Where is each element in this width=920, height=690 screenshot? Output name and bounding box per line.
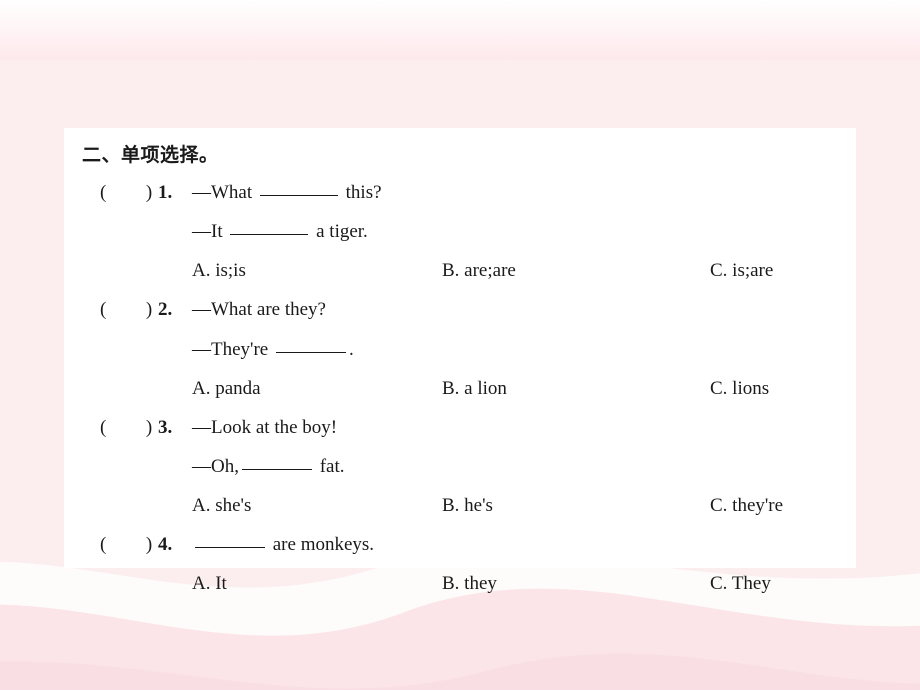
options-row: A. is;is B. are;are C. is;are bbox=[192, 251, 838, 290]
fill-blank bbox=[260, 181, 338, 196]
option-b: B. he's bbox=[442, 486, 710, 525]
option-c: C. they're bbox=[710, 486, 838, 525]
question-number: 3. bbox=[158, 408, 192, 447]
question-number: 2. bbox=[158, 290, 192, 329]
answer-blank: ( ) bbox=[100, 290, 158, 329]
question-4: ( ) 4. are monkeys. A. It B. they C. The… bbox=[100, 525, 838, 603]
option-a: A. is;is bbox=[192, 251, 442, 290]
answer-blank: ( ) bbox=[100, 173, 158, 212]
fill-blank bbox=[230, 220, 308, 235]
option-c: C. is;are bbox=[710, 251, 838, 290]
option-c: C. lions bbox=[710, 369, 838, 408]
question-continuation: —They're . bbox=[192, 330, 838, 369]
option-a: A. It bbox=[192, 564, 442, 603]
question-continuation: —Oh, fat. bbox=[192, 447, 838, 486]
worksheet-panel: 二、单项选择。 ( ) 1. —What this? —It a tiger. … bbox=[64, 128, 856, 568]
question-1: ( ) 1. —What this? —It a tiger. A. is;is… bbox=[100, 173, 838, 290]
question-number: 1. bbox=[158, 173, 192, 212]
option-b: B. a lion bbox=[442, 369, 710, 408]
options-row: A. It B. they C. They bbox=[192, 564, 838, 603]
question-stem: —Look at the boy! bbox=[192, 408, 838, 447]
options-row: A. she's B. he's C. they're bbox=[192, 486, 838, 525]
answer-blank: ( ) bbox=[100, 525, 158, 564]
section-title: 二、单项选择。 bbox=[82, 140, 838, 167]
answer-blank: ( ) bbox=[100, 408, 158, 447]
question-stem: —What this? bbox=[192, 173, 838, 212]
question-continuation: —It a tiger. bbox=[192, 212, 838, 251]
fill-blank bbox=[242, 455, 312, 470]
option-b: B. are;are bbox=[442, 251, 710, 290]
option-c: C. They bbox=[710, 564, 838, 603]
question-stem: —What are they? bbox=[192, 290, 838, 329]
fill-blank bbox=[276, 338, 346, 353]
question-3: ( ) 3. —Look at the boy! —Oh, fat. A. sh… bbox=[100, 408, 838, 525]
question-stem: are monkeys. bbox=[192, 525, 838, 564]
option-b: B. they bbox=[442, 564, 710, 603]
options-row: A. panda B. a lion C. lions bbox=[192, 369, 838, 408]
question-number: 4. bbox=[158, 525, 192, 564]
option-a: A. panda bbox=[192, 369, 442, 408]
fill-blank bbox=[195, 533, 265, 548]
question-2: ( ) 2. —What are they? —They're . A. pan… bbox=[100, 290, 838, 407]
option-a: A. she's bbox=[192, 486, 442, 525]
